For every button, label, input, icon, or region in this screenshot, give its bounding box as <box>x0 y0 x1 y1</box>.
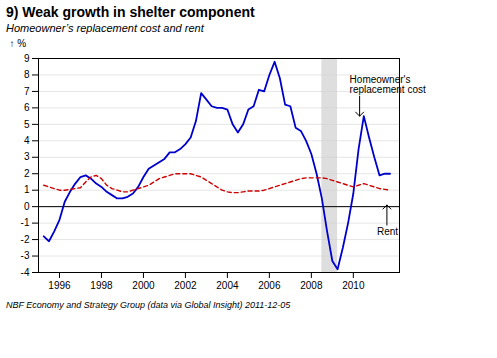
svg-text:-4: -4 <box>21 267 30 278</box>
svg-text:8: 8 <box>24 69 30 80</box>
svg-text:2006: 2006 <box>258 280 281 291</box>
svg-text:↑ %: ↑ % <box>10 38 27 49</box>
svg-text:Rent: Rent <box>377 226 398 237</box>
svg-text:-3: -3 <box>21 250 30 261</box>
svg-text:2008: 2008 <box>300 280 323 291</box>
svg-text:Homeowner'sreplacement cost: Homeowner'sreplacement cost <box>350 74 426 95</box>
svg-text:9: 9 <box>24 53 30 64</box>
html-text:9) Weak growth in shelter comp: 9) Weak growth in shelter component <box>6 4 255 20</box>
svg-text:-2: -2 <box>21 234 30 245</box>
svg-text:2: 2 <box>24 168 30 179</box>
svg-text:4: 4 <box>24 135 30 146</box>
html-text:NBF Economy and Strategy Group: NBF Economy and Strategy Group (data via… <box>6 300 291 310</box>
svg-text:1: 1 <box>24 184 30 195</box>
svg-text:-1: -1 <box>21 217 30 228</box>
svg-text:0: 0 <box>24 201 30 212</box>
svg-text:5: 5 <box>24 119 30 130</box>
svg-text:2004: 2004 <box>216 280 239 291</box>
svg-text:1998: 1998 <box>90 280 113 291</box>
svg-text:2002: 2002 <box>174 280 197 291</box>
svg-text:2010: 2010 <box>342 280 365 291</box>
svg-text:7: 7 <box>24 86 30 97</box>
svg-text:2000: 2000 <box>132 280 155 291</box>
html-text:Homeowner’s replacement cost a: Homeowner’s replacement cost and rent <box>6 22 204 34</box>
svg-text:6: 6 <box>24 102 30 113</box>
svg-text:3: 3 <box>24 151 30 162</box>
svg-text:1996: 1996 <box>48 280 71 291</box>
